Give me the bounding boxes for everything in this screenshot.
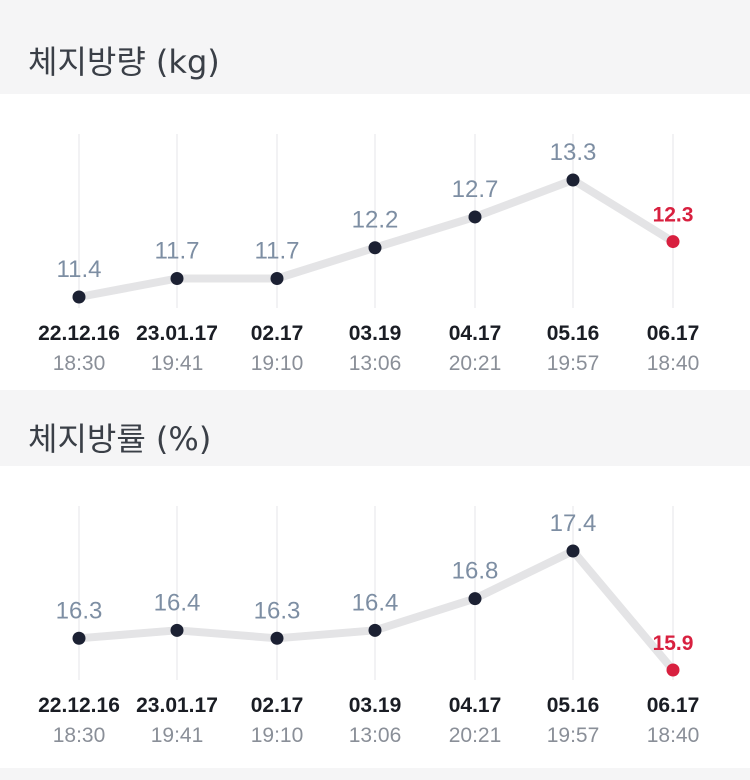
x-tick-time: 20:21 xyxy=(449,352,502,375)
x-tick-time: 19:10 xyxy=(251,352,304,375)
value-label: 13.3 xyxy=(550,139,597,166)
value-label: 16.8 xyxy=(452,558,499,585)
data-point xyxy=(468,210,482,224)
section-title: 체지방률 (%) xyxy=(28,420,212,458)
x-tick-time: 19:57 xyxy=(547,352,600,375)
fat-mass-chart: 11.4 11.7 11.7 12.2 12.7 13.3 12.3 22.12.16 18:3… xyxy=(38,134,700,375)
data-point xyxy=(72,290,86,304)
x-tick-date: 23.01.17 xyxy=(136,322,218,345)
x-tick-time: 13:06 xyxy=(349,352,402,375)
x-tick-date: 22.12.16 xyxy=(38,322,120,345)
value-label: 16.4 xyxy=(154,589,201,616)
value-label: 12.7 xyxy=(452,176,499,203)
section-title: 체지방량 (kg) xyxy=(28,43,220,81)
data-point xyxy=(270,272,284,286)
value-label-latest: 12.3 xyxy=(653,204,694,227)
x-tick-time: 20:21 xyxy=(449,724,502,747)
value-label-latest: 15.9 xyxy=(653,632,694,655)
data-point xyxy=(468,592,482,606)
value-label: 17.4 xyxy=(550,510,597,537)
x-tick-date: 06.17 xyxy=(647,322,700,345)
fat-percent-chart: 16.3 16.4 16.3 16.4 16.8 17.4 15.9 22.12.16 18:3… xyxy=(38,506,700,747)
x-tick-date: 02.17 xyxy=(251,694,304,717)
value-label: 16.3 xyxy=(254,597,301,624)
value-label: 11.7 xyxy=(255,238,300,265)
x-tick-date: 02.17 xyxy=(251,322,304,345)
x-tick-date: 04.17 xyxy=(449,694,502,717)
x-tick-date: 06.17 xyxy=(647,694,700,717)
data-point xyxy=(368,241,382,255)
x-tick-time: 18:40 xyxy=(647,724,700,747)
data-point xyxy=(566,173,580,187)
value-label: 16.4 xyxy=(352,589,399,616)
x-tick-time: 13:06 xyxy=(349,724,402,747)
x-tick-date: 03.19 xyxy=(349,694,402,717)
data-point-latest xyxy=(666,235,680,249)
data-point xyxy=(170,623,184,637)
x-tick-time: 19:41 xyxy=(151,352,204,375)
value-label: 16.3 xyxy=(56,597,103,624)
x-tick-time: 19:41 xyxy=(151,724,204,747)
chart-panel-fat-mass: 11.4 11.7 11.7 12.2 12.7 13.3 12.3 22.12.16 18:3… xyxy=(0,94,750,390)
data-point xyxy=(270,631,284,645)
x-tick-date: 03.19 xyxy=(349,322,402,345)
value-label: 12.2 xyxy=(352,207,399,234)
x-tick-time: 19:10 xyxy=(251,724,304,747)
chart-panel-fat-percent: 16.3 16.4 16.3 16.4 16.8 17.4 15.9 22.12.16 18:3… xyxy=(0,466,750,768)
value-label: 11.4 xyxy=(57,256,102,283)
x-tick-time: 18:30 xyxy=(53,352,106,375)
x-tick-time: 18:30 xyxy=(53,724,106,747)
section-header-fat-percent: 체지방률 (%) xyxy=(0,390,750,466)
x-tick-date: 23.01.17 xyxy=(136,694,218,717)
data-point xyxy=(566,544,580,558)
x-tick-date: 05.16 xyxy=(547,322,600,345)
value-label: 11.7 xyxy=(155,238,200,265)
x-tick-date: 04.17 xyxy=(449,322,502,345)
section-header-fat-mass: 체지방량 (kg) xyxy=(0,0,750,94)
x-tick-time: 19:57 xyxy=(547,724,600,747)
data-point xyxy=(368,623,382,637)
data-point-latest xyxy=(666,663,680,677)
data-point xyxy=(170,272,184,286)
x-tick-date: 05.16 xyxy=(547,694,600,717)
data-point xyxy=(72,631,86,645)
x-tick-date: 22.12.16 xyxy=(38,694,120,717)
x-tick-time: 18:40 xyxy=(647,352,700,375)
